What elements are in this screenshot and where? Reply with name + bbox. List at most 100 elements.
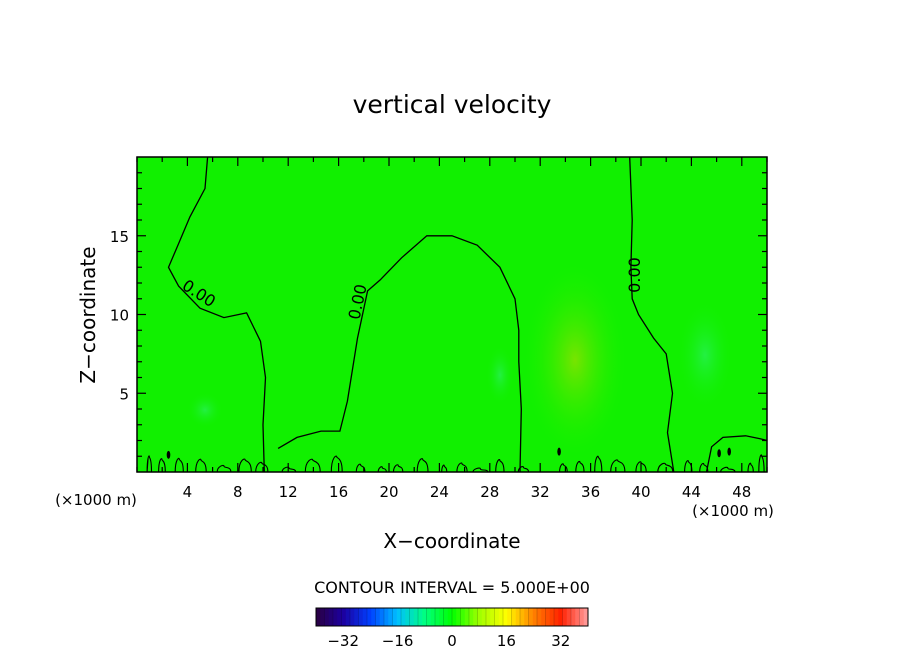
surface-contour [238, 458, 252, 472]
colorbar-cell [507, 608, 512, 626]
colorbar-cell [541, 608, 546, 626]
x-unit-label-right: (×1000 m) [692, 502, 774, 520]
weak-velocity-region [187, 392, 223, 428]
surface-contour [255, 461, 269, 472]
x-tick-label: 48 [732, 483, 751, 501]
colorbar-cell [447, 608, 453, 626]
colorbar-cell [375, 608, 381, 626]
colorbar-cell [413, 608, 419, 626]
colorbar-cell [426, 608, 432, 626]
x-tick-label: 24 [430, 483, 449, 501]
surface-contour [717, 449, 721, 458]
colorbar-cell [409, 608, 415, 626]
colorbar-cell [396, 608, 402, 626]
colorbar-cell [350, 608, 355, 626]
colorbar-cell [579, 608, 585, 626]
colorbar-cell [388, 608, 393, 626]
surface-contour [727, 447, 731, 456]
colorbar-cell [345, 608, 351, 626]
y-axis-label: Z−coordinate [76, 246, 100, 383]
surface-contour [517, 465, 530, 472]
colorbar-cell [358, 608, 364, 626]
surface-contour [146, 455, 153, 472]
surface-contour [392, 464, 404, 472]
surface-contour [441, 464, 448, 472]
plot-area [137, 157, 767, 472]
colorbar-tick-label: −32 [327, 632, 359, 650]
colorbar-cell [477, 608, 483, 626]
colorbar-cell [554, 608, 559, 626]
colorbar-frame [315, 607, 589, 627]
colorbar-cell [379, 608, 385, 626]
zero-contours [167, 157, 767, 472]
colorbar-cell [439, 608, 444, 626]
colorbar-cell [384, 608, 389, 626]
surface-contour [281, 466, 297, 472]
colorbar-cell [328, 608, 334, 626]
surface-contour [635, 461, 647, 472]
surface-contour [758, 454, 765, 472]
colorbar-cell [333, 608, 338, 626]
x-tick-label: 20 [379, 483, 398, 501]
colorbar-cell [367, 608, 372, 626]
y-tick-label: 15 [110, 228, 129, 246]
colorbar-cell [469, 608, 474, 626]
contour-label: 0.00 [625, 257, 644, 293]
colorbar-cell [503, 608, 508, 626]
colorbar-cell [435, 608, 440, 626]
colorbar-cell [401, 608, 406, 626]
colorbar-cell [422, 608, 427, 626]
colorbar-cell [549, 608, 555, 626]
colorbar-cell [515, 608, 521, 626]
colorbar-tick-label: 0 [447, 632, 457, 650]
surface-contour [610, 459, 626, 472]
colorbar-cell [481, 608, 487, 626]
colorbar-cell [430, 608, 436, 626]
weak-velocity-region [677, 300, 733, 410]
x-tick-label: 44 [682, 483, 701, 501]
colorbar-cell [473, 608, 478, 626]
x-tick-label: 28 [480, 483, 499, 501]
colorbar [315, 607, 589, 627]
colorbar-cell [456, 608, 461, 626]
colorbar-cell [392, 608, 398, 626]
surface-contour [195, 458, 207, 472]
colorbar-cell [571, 608, 576, 626]
surface-contour [559, 463, 568, 472]
y-tick-label: 10 [110, 307, 129, 325]
colorbar-cell [324, 608, 330, 626]
colorbar-cell [511, 608, 517, 626]
x-tick-label: 40 [631, 483, 650, 501]
colorbar-cell [418, 608, 423, 626]
surface-contour [216, 464, 232, 472]
x-tick-label: 4 [183, 483, 193, 501]
colorbar-cell [583, 608, 589, 626]
plot-background [137, 157, 767, 472]
surface-contour [747, 462, 754, 472]
x-axis-label: X−coordinate [383, 529, 520, 553]
surface-contour [699, 462, 709, 472]
zero-contour-left [167, 157, 267, 472]
positive-velocity-region [525, 265, 625, 455]
surface-contour [594, 455, 603, 472]
colorbar-cell [537, 608, 542, 626]
colorbar-cell [371, 608, 376, 626]
surface-contour [657, 462, 674, 472]
colorbar-cell [337, 608, 342, 626]
colorbar-cell [490, 608, 495, 626]
surface-contour [304, 458, 321, 472]
weak-velocity-region [486, 345, 514, 405]
colorbar-tick-label: 32 [551, 632, 570, 650]
colorbar-cell [341, 608, 347, 626]
y-axis-ticks: 5 10 15 [110, 172, 767, 457]
x-tick-label: 8 [233, 483, 243, 501]
colorbar-tick-label: 16 [497, 632, 516, 650]
surface-contour [575, 460, 585, 472]
colorbar-cell [498, 608, 504, 626]
colorbar-cell [558, 608, 563, 626]
colorbar-cell [486, 608, 491, 626]
colorbar-cell [520, 608, 525, 626]
colorbar-ticks: −32 −16 0 16 32 [327, 632, 570, 650]
colorbar-cell [452, 608, 457, 626]
colorbar-cell [316, 608, 321, 626]
